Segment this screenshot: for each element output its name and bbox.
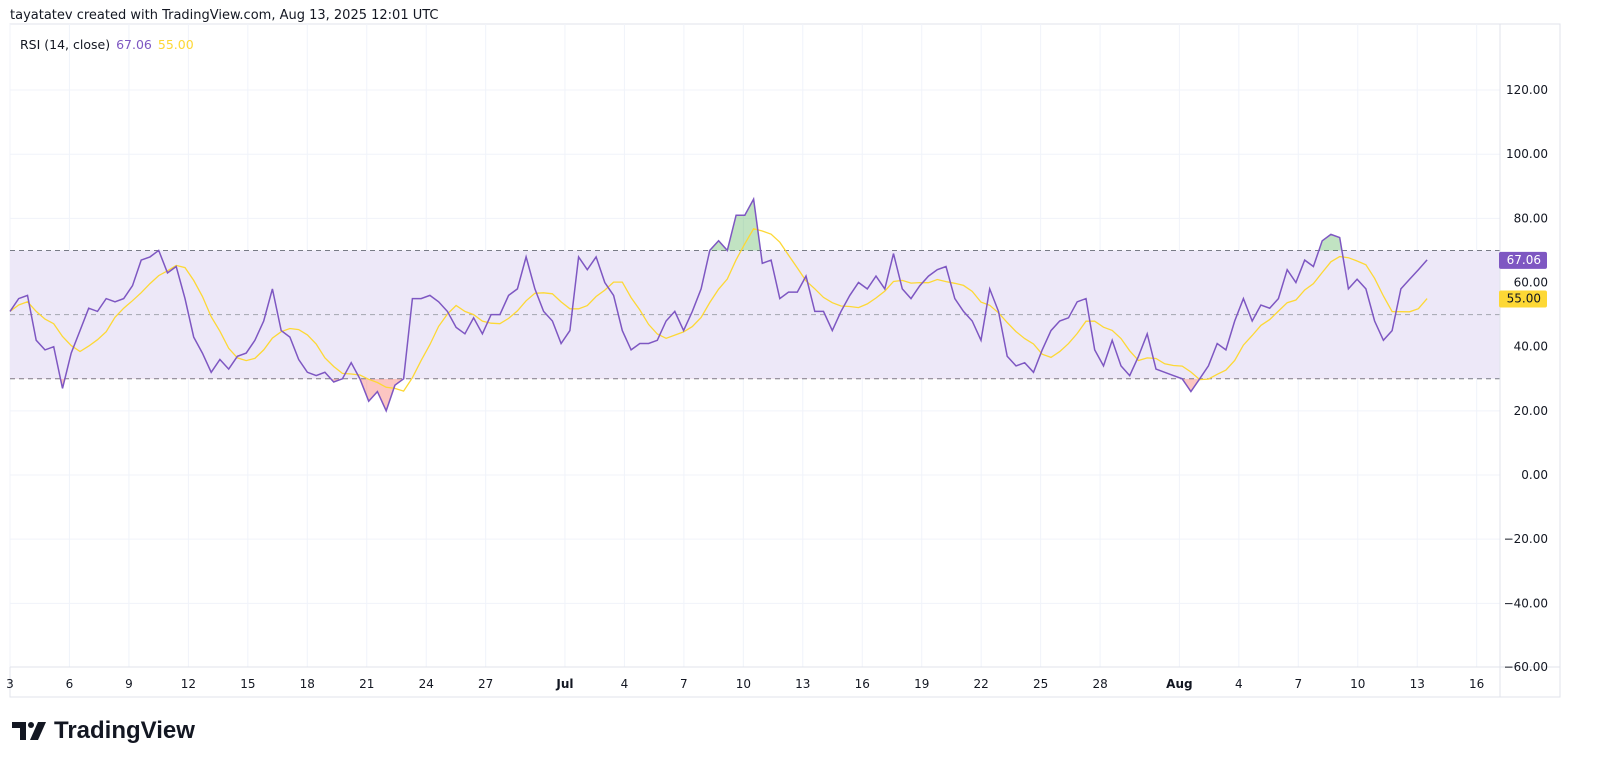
rsi-ma-line — [9, 228, 1428, 392]
x-tick-label: 9 — [125, 677, 133, 691]
logo-text: TradingView — [54, 717, 195, 744]
y-tick-label: 100.00 — [1506, 147, 1548, 161]
y-tick-label: −20.00 — [1504, 532, 1548, 546]
y-tick-label: 80.00 — [1514, 211, 1548, 225]
ma-value-tag: 55.00 — [1499, 290, 1547, 308]
attribution-text: tayatatev created with TradingView.com, … — [10, 8, 439, 23]
x-tick-label: 19 — [914, 677, 929, 691]
x-tick-label: 15 — [240, 677, 255, 691]
time-axis: 3 6 9 12 15 18 21 24 27 Jul 4 7 10 13 16 19 22 25 28 Aug 4 7 1… — [6, 677, 1484, 691]
x-tick-label: 16 — [1469, 677, 1484, 691]
tradingview-logo-icon — [12, 722, 46, 740]
price-axis: 120.00 100.00 80.00 60.00 40.00 20.00 0.00 −20.… — [1504, 83, 1548, 674]
rsi-band-background — [10, 250, 1500, 379]
ma-tag-text: 55.00 — [1507, 292, 1541, 306]
indicator-name: RSI (14, close) — [20, 37, 111, 52]
x-tick-label: 24 — [419, 677, 434, 691]
rsi-line — [9, 196, 1428, 413]
rsi-tag-text: 67.06 — [1507, 253, 1541, 267]
ma-value: 55.00 — [157, 37, 194, 52]
y-tick-label: −40.00 — [1504, 596, 1548, 610]
x-tick-label: 27 — [478, 677, 493, 691]
x-tick-label: 4 — [621, 677, 629, 691]
tradingview-logo[interactable]: TradingView — [12, 717, 195, 745]
x-tick-label: 12 — [181, 677, 196, 691]
x-tick-label: 4 — [1235, 677, 1243, 691]
y-tick-label: 0.00 — [1521, 468, 1548, 482]
rsi-chart[interactable]: 120.00 100.00 80.00 60.00 40.00 20.00 0.00 −20.… — [0, 0, 1600, 700]
x-tick-label: 16 — [855, 677, 870, 691]
x-tick-label: 28 — [1092, 677, 1107, 691]
x-tick-label: Jul — [555, 677, 573, 691]
x-tick-label: Aug — [1166, 677, 1192, 691]
y-tick-label: 40.00 — [1514, 340, 1548, 354]
x-tick-label: 18 — [300, 677, 315, 691]
x-tick-label: 3 — [6, 677, 14, 691]
x-tick-label: 13 — [795, 677, 810, 691]
y-tick-label: 60.00 — [1514, 276, 1548, 290]
y-tick-label: −60.00 — [1504, 660, 1548, 674]
x-tick-label: 7 — [1294, 677, 1302, 691]
y-tick-label: 20.00 — [1514, 404, 1548, 418]
rsi-value: 67.06 — [116, 37, 152, 52]
x-tick-label: 13 — [1410, 677, 1425, 691]
x-tick-label: 10 — [1350, 677, 1365, 691]
indicator-legend[interactable]: RSI (14, close) 67.06 55.00 — [20, 37, 194, 52]
x-tick-label: 25 — [1033, 677, 1048, 691]
x-tick-label: 6 — [66, 677, 74, 691]
x-tick-label: 7 — [680, 677, 688, 691]
x-tick-label: 10 — [736, 677, 751, 691]
y-tick-label: 120.00 — [1506, 83, 1548, 97]
x-tick-label: 21 — [359, 677, 374, 691]
rsi-value-tag: 67.06 — [1499, 251, 1547, 269]
x-tick-label: 22 — [974, 677, 989, 691]
